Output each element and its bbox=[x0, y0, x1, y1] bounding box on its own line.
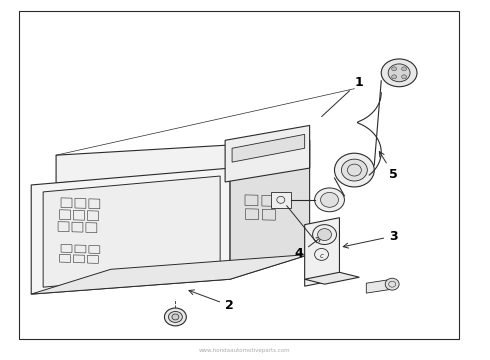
Text: www.hondaautomotiveparts.com: www.hondaautomotiveparts.com bbox=[199, 348, 291, 353]
Ellipse shape bbox=[318, 229, 332, 240]
Polygon shape bbox=[31, 168, 230, 294]
Ellipse shape bbox=[172, 314, 179, 320]
Polygon shape bbox=[232, 134, 305, 162]
Text: 5: 5 bbox=[379, 152, 398, 181]
Ellipse shape bbox=[165, 308, 186, 326]
Ellipse shape bbox=[315, 188, 344, 212]
Polygon shape bbox=[43, 176, 220, 287]
Text: 1: 1 bbox=[321, 76, 363, 117]
Ellipse shape bbox=[385, 278, 399, 290]
Ellipse shape bbox=[335, 153, 374, 187]
Ellipse shape bbox=[381, 59, 417, 87]
Ellipse shape bbox=[402, 75, 407, 79]
Polygon shape bbox=[31, 255, 310, 294]
Polygon shape bbox=[305, 218, 340, 286]
Text: 3: 3 bbox=[343, 230, 398, 248]
Ellipse shape bbox=[402, 67, 407, 71]
Text: 2: 2 bbox=[189, 290, 234, 312]
Ellipse shape bbox=[388, 64, 410, 82]
Ellipse shape bbox=[342, 159, 368, 181]
Polygon shape bbox=[56, 140, 310, 183]
Ellipse shape bbox=[169, 311, 182, 323]
Ellipse shape bbox=[392, 75, 396, 79]
Polygon shape bbox=[271, 192, 291, 208]
Ellipse shape bbox=[313, 225, 337, 244]
Polygon shape bbox=[367, 279, 392, 293]
Polygon shape bbox=[225, 125, 310, 182]
Ellipse shape bbox=[392, 67, 396, 71]
Polygon shape bbox=[230, 140, 310, 279]
Text: c: c bbox=[319, 253, 323, 260]
Text: 4: 4 bbox=[294, 237, 321, 260]
Polygon shape bbox=[305, 272, 359, 284]
Ellipse shape bbox=[320, 192, 339, 207]
